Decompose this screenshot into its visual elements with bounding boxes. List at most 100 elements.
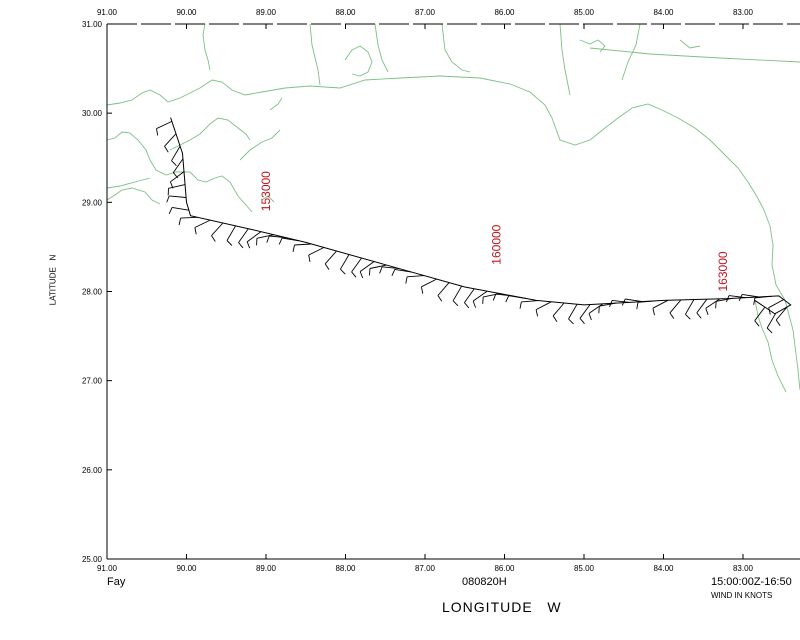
wind-barb — [382, 266, 400, 270]
wind-units-note: WIND IN KNOTS — [711, 591, 773, 600]
y-tick-label: 25.00 — [82, 555, 103, 564]
wind-barb — [211, 222, 224, 236]
wind-barb-flag — [391, 269, 396, 276]
wind-barb-flag — [669, 312, 675, 319]
y-axis-title: LATITUDE N — [48, 254, 58, 306]
wind-barb-flag — [266, 235, 270, 243]
wind-barb-flag — [685, 313, 691, 320]
wind-barb — [168, 184, 186, 189]
x-tick-label-top: 90.00 — [176, 8, 197, 17]
wind-barb — [171, 145, 181, 161]
wind-barb-flag — [238, 242, 244, 249]
coastline-segment — [621, 23, 641, 81]
time-range: 15:00:00Z-16:50 — [711, 577, 792, 588]
wind-barb-flag — [535, 309, 539, 317]
wind-barb — [775, 306, 788, 321]
wind-barb — [308, 247, 325, 256]
wind-barb-flag — [636, 302, 639, 310]
wind-barb-flag — [308, 254, 311, 262]
wind-barb-flag — [505, 295, 510, 303]
wind-barb — [768, 299, 784, 309]
wind-barb — [269, 235, 287, 239]
wind-barb-flag — [246, 241, 251, 249]
y-tick-label: 28.00 — [82, 287, 103, 296]
coastline-segment — [169, 117, 251, 151]
coastline-segment — [441, 23, 471, 73]
wind-barb — [696, 298, 708, 314]
wind-barb-flag — [472, 300, 477, 308]
wind-barb — [256, 234, 274, 239]
wind-barb — [394, 268, 412, 273]
wind-barb-flag — [379, 266, 383, 274]
coastline-segment — [202, 23, 211, 71]
x-tick-label-top: 91.00 — [97, 8, 118, 17]
wind-barb-flag — [766, 327, 773, 334]
wind-barb-flag — [705, 308, 709, 316]
wind-barb-flag — [552, 315, 558, 322]
wind-barb — [612, 299, 630, 303]
x-tick-label: 84.00 — [653, 564, 674, 573]
x-tick-label: 90.00 — [176, 564, 197, 573]
wind-barb — [282, 237, 299, 242]
coastline-segment — [261, 195, 275, 203]
wind-barb — [156, 120, 173, 130]
wind-barb — [421, 278, 437, 288]
wind-barb-flag — [768, 307, 771, 315]
coastline-segment — [589, 47, 800, 63]
wind-barb-flag — [166, 195, 170, 203]
wind-barb-flag — [519, 301, 522, 309]
wind-barb — [369, 264, 387, 269]
wind-barb — [552, 302, 565, 317]
flight-track-layer — [170, 117, 792, 315]
wind-barb-flag — [226, 240, 233, 246]
wind-barb — [246, 231, 262, 243]
wind-barb — [172, 158, 184, 173]
wind-barb-flag — [652, 308, 655, 316]
wind-barb-flag — [359, 271, 364, 279]
wind-barb — [452, 285, 462, 302]
coastline-segment — [309, 23, 321, 86]
wind-barb-flag — [211, 235, 216, 242]
x-tick-label: 86.00 — [494, 564, 515, 573]
x-tick-label: 91.00 — [97, 564, 118, 573]
coastline-segment — [106, 75, 800, 391]
wind-barb — [359, 261, 375, 272]
wind-barb-flag — [156, 128, 159, 136]
wind-barb-flag — [738, 294, 743, 301]
wind-barb — [294, 243, 312, 246]
wind-barb — [238, 228, 249, 243]
wind-barb — [652, 299, 669, 309]
wind-barb — [568, 303, 578, 320]
wind-barb-flag — [775, 319, 781, 326]
wind-barb-flag — [588, 313, 592, 321]
x-tick-label-top: 84.00 — [653, 8, 674, 17]
wind-barb-flag — [754, 320, 760, 327]
wind-barb — [669, 299, 682, 314]
wind-barb-flag — [609, 300, 613, 308]
wind-barb — [351, 257, 362, 273]
x-tick-label-top: 86.00 — [494, 8, 515, 17]
wind-barb-flag — [568, 318, 574, 325]
wind-barb — [685, 299, 695, 315]
y-tick-label: 26.00 — [82, 466, 103, 475]
wind-barb — [324, 250, 337, 265]
wind-barb — [340, 254, 350, 270]
coastline-segment — [679, 39, 701, 49]
wind-barb-flag — [579, 318, 585, 324]
wind-barb — [535, 301, 552, 310]
wind-barb — [588, 303, 604, 314]
wind-barb-flag — [753, 297, 756, 305]
coastline-segment — [269, 97, 283, 111]
wind-barb-flag — [437, 295, 443, 302]
wind-barb — [728, 295, 746, 299]
wind-barb — [164, 133, 177, 147]
wind-barb-flag — [452, 300, 459, 307]
wind-barb — [464, 288, 475, 303]
wind-barb — [180, 216, 198, 219]
time-labels-layer: 153000 160000 163000 — [259, 171, 730, 292]
x-tick-label-top: 88.00 — [335, 8, 356, 17]
coastline-segment — [559, 23, 571, 96]
y-tick-label: 31.00 — [82, 20, 103, 29]
time-label: 163000 — [716, 251, 730, 291]
